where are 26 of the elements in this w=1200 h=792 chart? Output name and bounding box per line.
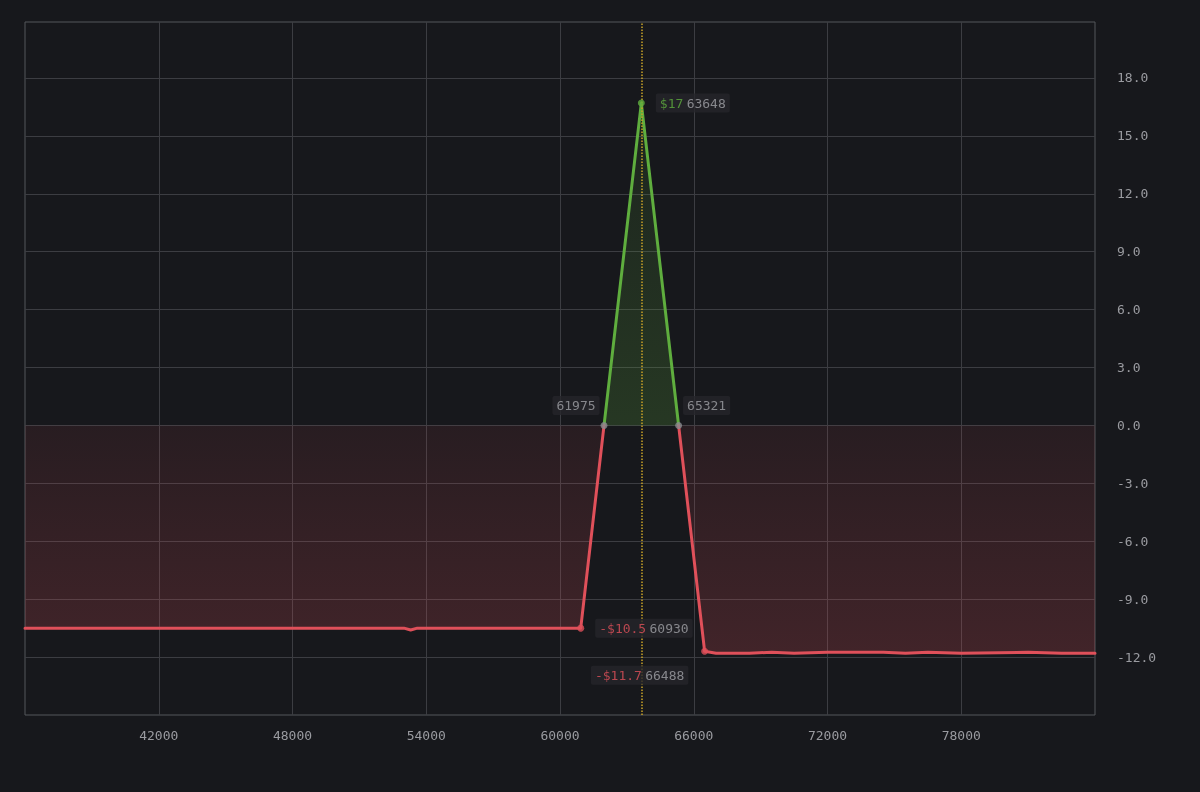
y-tick-label: 6.0	[1117, 302, 1141, 318]
annotation: -$11.7 66488	[594, 667, 685, 683]
x-tick-label: 66000	[674, 728, 714, 743]
point	[637, 99, 645, 107]
y-tick-label: 18.0	[1117, 70, 1149, 86]
y-tick-label: -3.0	[1117, 475, 1149, 491]
y-tick-label: 15.0	[1117, 128, 1149, 144]
x-tick-label: 48000	[272, 728, 313, 743]
y-tick-label: 3.0	[1117, 360, 1141, 376]
y-tick-label: 0.0	[1117, 417, 1141, 433]
annotation: 65321	[687, 397, 727, 413]
x-tick-label: 42000	[139, 728, 179, 743]
x-tick-label: 78000	[941, 728, 981, 743]
y-tick-label: 12.0	[1117, 186, 1149, 202]
y-tick-label: 9.0	[1117, 244, 1141, 260]
y-tick-label: -9.0	[1117, 591, 1149, 607]
y-tick-label: -12.0	[1117, 649, 1157, 665]
x-tick-label: 54000	[406, 728, 446, 743]
annotation: 61975	[556, 397, 596, 413]
point	[701, 647, 709, 655]
point	[577, 624, 585, 632]
y-tick-label: -6.0	[1117, 533, 1149, 549]
x-tick-label: 60000	[540, 728, 580, 743]
annotation: -$10.5 60930	[599, 620, 689, 636]
x-tick-label: 72000	[807, 728, 848, 743]
annotation: $17 63648	[659, 95, 726, 111]
